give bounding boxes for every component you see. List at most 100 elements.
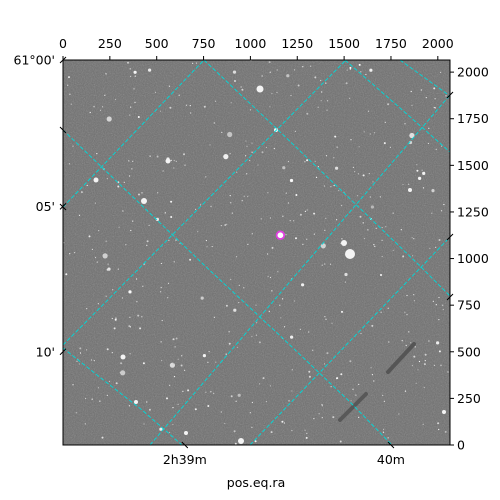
star: [164, 212, 166, 214]
right-tick-label: 250: [457, 391, 481, 406]
star: [177, 358, 179, 360]
star: [325, 155, 328, 157]
star: [265, 401, 267, 403]
star: [299, 328, 301, 330]
star: [294, 130, 296, 132]
star: [317, 166, 319, 168]
star: [174, 346, 176, 348]
star: [411, 104, 413, 106]
star: [120, 362, 123, 365]
star: [332, 416, 335, 419]
star: [195, 62, 198, 64]
star: [120, 370, 126, 376]
star: [269, 217, 271, 219]
grid-line: [63, 60, 205, 208]
star: [154, 91, 157, 93]
star: [330, 186, 332, 188]
star: [130, 229, 132, 232]
star: [203, 105, 206, 108]
star: [406, 294, 408, 297]
top-tick-label: 2000: [422, 36, 454, 51]
star: [321, 91, 323, 93]
star: [440, 364, 442, 366]
star: [99, 400, 101, 402]
star: [184, 369, 186, 371]
star: [291, 429, 293, 432]
ra-tick: [387, 441, 395, 449]
star: [227, 131, 233, 138]
star: [96, 153, 98, 155]
star: [97, 303, 99, 305]
star: [438, 350, 441, 353]
star: [215, 361, 217, 363]
star: [370, 367, 372, 369]
star: [321, 264, 323, 266]
star: [375, 227, 377, 229]
star: [295, 194, 298, 196]
star: [173, 261, 175, 263]
star: [404, 123, 406, 125]
star: [213, 392, 215, 394]
right-tick-label: 0: [457, 438, 465, 453]
star: [314, 76, 317, 79]
star: [230, 102, 232, 104]
star: [261, 151, 264, 154]
star: [185, 104, 188, 106]
star: [313, 212, 316, 215]
star: [345, 82, 348, 85]
star: [425, 97, 427, 99]
star: [388, 341, 390, 343]
star: [444, 430, 447, 433]
star: [428, 127, 430, 129]
star: [291, 390, 293, 392]
star: [90, 359, 93, 361]
star: [205, 176, 207, 178]
star: [405, 344, 407, 347]
star: [422, 187, 425, 189]
star: [229, 153, 231, 155]
star: [387, 103, 390, 106]
star: [128, 290, 132, 294]
star: [108, 268, 110, 270]
star: [251, 142, 253, 144]
star: [326, 109, 328, 111]
star: [247, 195, 249, 198]
star: [123, 181, 125, 183]
target-marker: [275, 230, 286, 240]
top-tick-label: 750: [192, 36, 216, 51]
star: [431, 189, 435, 193]
star: [125, 244, 127, 246]
star: [423, 363, 426, 366]
star: [233, 308, 237, 312]
star: [265, 146, 267, 149]
star: [420, 89, 422, 91]
star: [411, 365, 413, 367]
star: [373, 132, 376, 134]
star: [427, 142, 429, 145]
star: [406, 314, 408, 316]
star: [117, 185, 120, 188]
star: [159, 110, 162, 112]
star: [70, 103, 72, 105]
star: [245, 155, 247, 157]
top-tick-label: 1000: [235, 36, 267, 51]
star: [417, 369, 419, 371]
star: [344, 281, 346, 283]
star: [321, 405, 323, 407]
star: [357, 173, 360, 175]
star: [294, 300, 296, 302]
star: [421, 169, 423, 171]
ra-tick-label: 40m: [377, 452, 405, 467]
star: [443, 203, 445, 206]
star: [105, 240, 107, 242]
top-tick-label: 500: [145, 36, 169, 51]
star: [447, 371, 449, 373]
star: [132, 220, 134, 222]
star: [97, 387, 99, 389]
star: [308, 331, 310, 333]
star: [371, 324, 374, 327]
star: [234, 442, 237, 445]
star: [205, 391, 207, 393]
right-tick-label: 1250: [457, 204, 489, 219]
